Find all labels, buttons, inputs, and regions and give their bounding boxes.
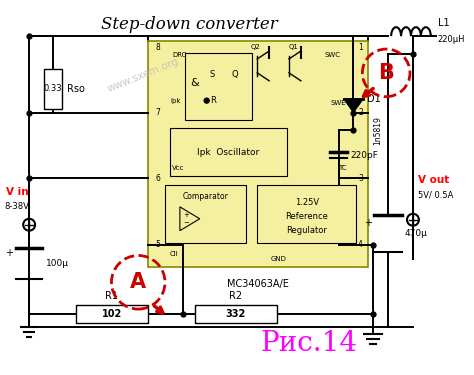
Text: CII: CII (170, 252, 179, 258)
Text: 1: 1 (358, 42, 363, 51)
Text: Rso: Rso (67, 84, 85, 94)
Text: R1: R1 (105, 291, 118, 301)
Text: +: + (365, 218, 372, 228)
FancyBboxPatch shape (44, 69, 62, 109)
Text: Рис.14: Рис.14 (260, 330, 357, 357)
Text: 8: 8 (155, 42, 161, 51)
Text: Step-down converter: Step-down converter (100, 16, 277, 33)
Text: 100μ: 100μ (46, 259, 69, 268)
Text: 220μH: 220μH (438, 34, 465, 44)
Text: Comparator: Comparator (183, 192, 228, 201)
Text: 3: 3 (358, 174, 363, 183)
Text: Q: Q (231, 70, 238, 80)
Text: 220pF: 220pF (350, 151, 378, 160)
Text: 4: 4 (358, 240, 363, 249)
Text: SWE: SWE (331, 100, 346, 106)
Text: V out: V out (418, 175, 449, 185)
Text: Q1: Q1 (289, 44, 299, 50)
Text: D1: D1 (367, 94, 381, 104)
Text: TC: TC (338, 165, 346, 171)
Text: 7: 7 (155, 108, 161, 117)
Text: V in: V in (6, 187, 29, 197)
FancyBboxPatch shape (257, 185, 356, 243)
Text: 470μ: 470μ (405, 229, 428, 238)
Text: S: S (210, 70, 215, 80)
FancyBboxPatch shape (170, 129, 287, 176)
Text: 5V/ 0.5A: 5V/ 0.5A (418, 190, 453, 200)
Text: R: R (210, 96, 216, 105)
Text: 1.25V: 1.25V (295, 198, 319, 207)
Text: SWC: SWC (325, 52, 340, 58)
Text: www.sxem.org: www.sxem.org (106, 56, 180, 94)
Text: 0.33: 0.33 (44, 84, 62, 93)
Text: Ipk  Oscillator: Ipk Oscillator (197, 148, 260, 157)
Text: 5: 5 (155, 240, 161, 249)
Text: Reference: Reference (285, 212, 328, 221)
Text: Ipk: Ipk (170, 98, 181, 104)
FancyBboxPatch shape (165, 185, 246, 243)
Text: 8-38V: 8-38V (4, 202, 29, 211)
FancyBboxPatch shape (195, 305, 277, 323)
Text: &: & (190, 78, 199, 88)
Text: 1n5819: 1n5819 (373, 116, 382, 145)
Text: +: + (5, 248, 13, 258)
Text: 102: 102 (102, 309, 122, 319)
FancyBboxPatch shape (148, 41, 368, 267)
Text: 332: 332 (226, 309, 246, 319)
Polygon shape (344, 99, 364, 112)
Text: +: + (183, 212, 189, 218)
Text: A: A (130, 272, 146, 292)
Text: Regulator: Regulator (286, 226, 327, 235)
FancyBboxPatch shape (185, 53, 252, 120)
Text: B: B (378, 63, 394, 83)
Circle shape (204, 98, 209, 103)
Text: L1: L1 (438, 18, 449, 28)
Text: 2: 2 (358, 108, 363, 117)
Text: Vcc: Vcc (172, 165, 184, 171)
Text: GND: GND (270, 256, 286, 262)
Text: −: − (183, 220, 189, 226)
FancyBboxPatch shape (76, 305, 148, 323)
Text: MC34063A/E: MC34063A/E (228, 279, 289, 290)
Text: Q2: Q2 (250, 44, 260, 50)
Text: 6: 6 (155, 174, 161, 183)
Text: DRC: DRC (172, 52, 186, 58)
Text: R2: R2 (229, 291, 243, 301)
